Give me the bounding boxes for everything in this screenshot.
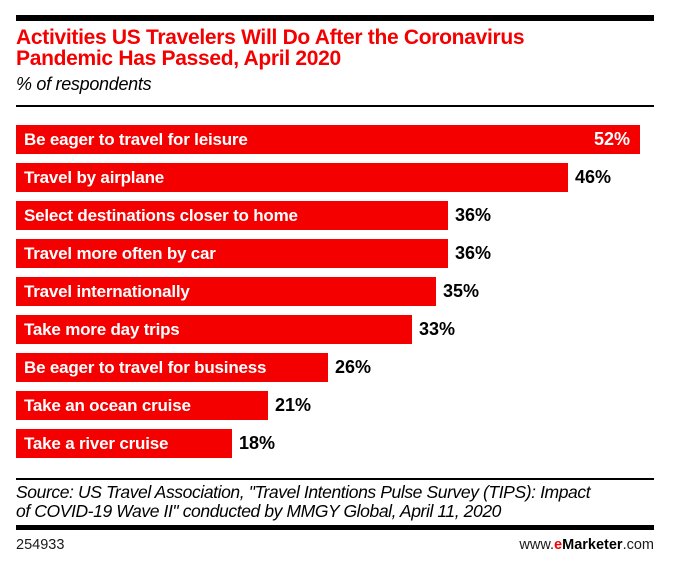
bottom-rule (16, 525, 654, 530)
chart-title: Activities US Travelers Will Do After th… (16, 27, 654, 69)
site-suffix: .com (622, 537, 654, 553)
bar-category-label: Travel internationally (24, 281, 190, 301)
bar-category-label: Take an ocean cruise (24, 395, 191, 415)
bar-category-label: Travel more often by car (24, 243, 216, 263)
site-brand: Marketer (562, 537, 623, 553)
bar-row: Take a river cruise 18% (16, 429, 654, 458)
bar-row: Travel internationally 35% (16, 277, 654, 306)
chart-title-line-2: Pandemic Has Passed, April 2020 (16, 47, 341, 70)
chart-title-line-1: Activities US Travelers Will Do After th… (16, 26, 525, 49)
chart-subtitle: % of respondents (16, 74, 152, 94)
source-line-1: Source: US Travel Association, "Travel I… (16, 482, 591, 502)
bar-row: Be eager to travel for leisure 52% (16, 125, 654, 154)
bar-value-label: 36% (455, 243, 492, 263)
bar-category-label: Be eager to travel for leisure (24, 129, 248, 149)
bar-row: Be eager to travel for business 26% (16, 353, 654, 382)
bar: Travel internationally (16, 277, 436, 306)
bar-value-label: 52% (593, 129, 630, 149)
bar-row: Travel by airplane 46% (16, 163, 654, 192)
bar-category-label: Select destinations closer to home (24, 205, 298, 225)
bar-category-label: Take more day trips (24, 319, 180, 339)
bar: Travel more often by car (16, 239, 448, 268)
bar-value-label: 18% (239, 433, 276, 453)
bar-row: Take more day trips 33% (16, 315, 654, 344)
bar-category-label: Be eager to travel for business (24, 357, 267, 377)
source-line-2: of COVID-19 Wave II" conducted by MMGY G… (16, 501, 502, 521)
bar: Take an ocean cruise (16, 391, 268, 420)
source-note: Source: US Travel Association, "Travel I… (16, 483, 654, 521)
bar-row: Select destinations closer to home 36% (16, 201, 654, 230)
bar-value-label: 26% (335, 357, 372, 377)
bar-row: Take an ocean cruise 21% (16, 391, 654, 420)
bar: Take more day trips (16, 315, 412, 344)
bar-chart: Be eager to travel for leisure 52% Trave… (16, 125, 654, 458)
bar-value-label: 35% (443, 281, 480, 301)
chart-id: 254933 (16, 537, 65, 553)
bar: Be eager to travel for leisure 52% (16, 125, 640, 154)
footer-meta: 254933 www.eMarketer.com (16, 537, 654, 553)
top-rule (16, 15, 654, 21)
bar: Select destinations closer to home (16, 201, 448, 230)
bar-category-label: Take a river cruise (24, 433, 169, 453)
bar: Be eager to travel for business (16, 353, 328, 382)
bar: Take a river cruise (16, 429, 232, 458)
bar-value-label: 33% (419, 319, 456, 339)
bar-value-label: 21% (275, 395, 312, 415)
bar-row: Travel more often by car 36% (16, 239, 654, 268)
bar-value-label: 46% (575, 167, 612, 187)
site-e-red: e (554, 537, 563, 553)
bar-value-label: 36% (455, 205, 492, 225)
header-divider (16, 105, 654, 107)
emarketer-wordmark: www.eMarketer.com (519, 537, 654, 553)
site-prefix: www. (519, 537, 555, 553)
bar: Travel by airplane (16, 163, 568, 192)
footer-divider (16, 478, 654, 480)
bar-category-label: Travel by airplane (24, 167, 165, 187)
